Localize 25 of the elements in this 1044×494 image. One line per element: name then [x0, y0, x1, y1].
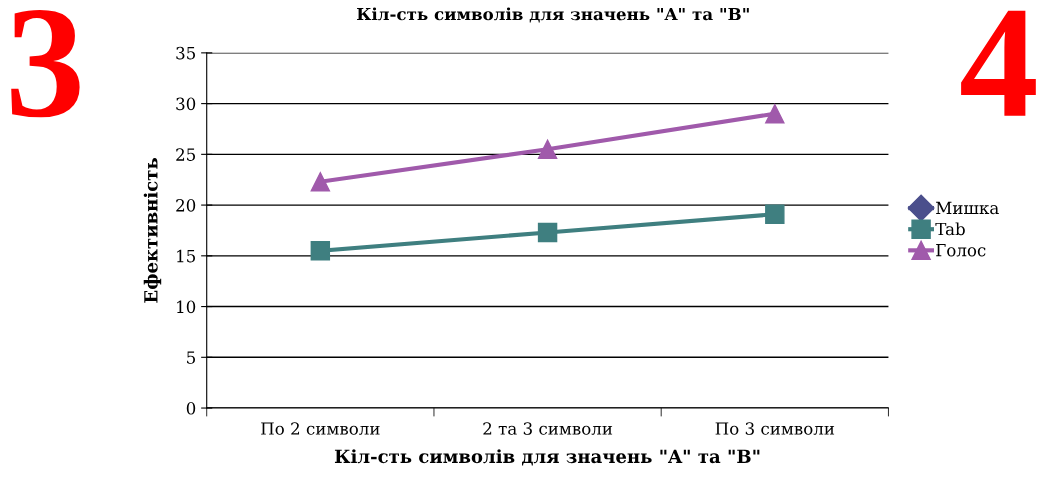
y-tick-label: 25	[176, 148, 196, 161]
y-tick-label: 10	[177, 300, 196, 314]
chart-title: Кіл-сть символів для значень "A" та "B"	[357, 7, 749, 23]
text: 4	[961, 10, 1036, 116]
y-axis-title: Ефективність	[143, 158, 162, 303]
point	[537, 139, 558, 159]
y-tick-label: 5	[187, 351, 196, 364]
x-tick-label: По 2 символи	[261, 422, 380, 435]
x-tick-label: 2 та 3 символи	[483, 422, 613, 435]
text: 3	[11, 10, 80, 118]
point	[310, 241, 331, 261]
legend-label: Tab	[935, 222, 965, 236]
y-tick-label: 35	[176, 46, 196, 60]
point	[765, 104, 785, 124]
y-tick-label: 0	[186, 402, 196, 415]
y-tick-label: 20	[176, 199, 196, 212]
point	[310, 172, 331, 192]
x-tick-label: По 3 символи	[715, 422, 835, 435]
point	[765, 204, 785, 224]
x-axis-title: Кіл-сть символів для значень "A" та "B"	[334, 449, 760, 466]
legend-label: Голос	[936, 244, 986, 257]
point	[537, 222, 558, 243]
legend-label: Мишка	[936, 201, 999, 215]
y-tick-label: 30	[176, 97, 196, 111]
y-tick-label: 15	[177, 249, 196, 263]
